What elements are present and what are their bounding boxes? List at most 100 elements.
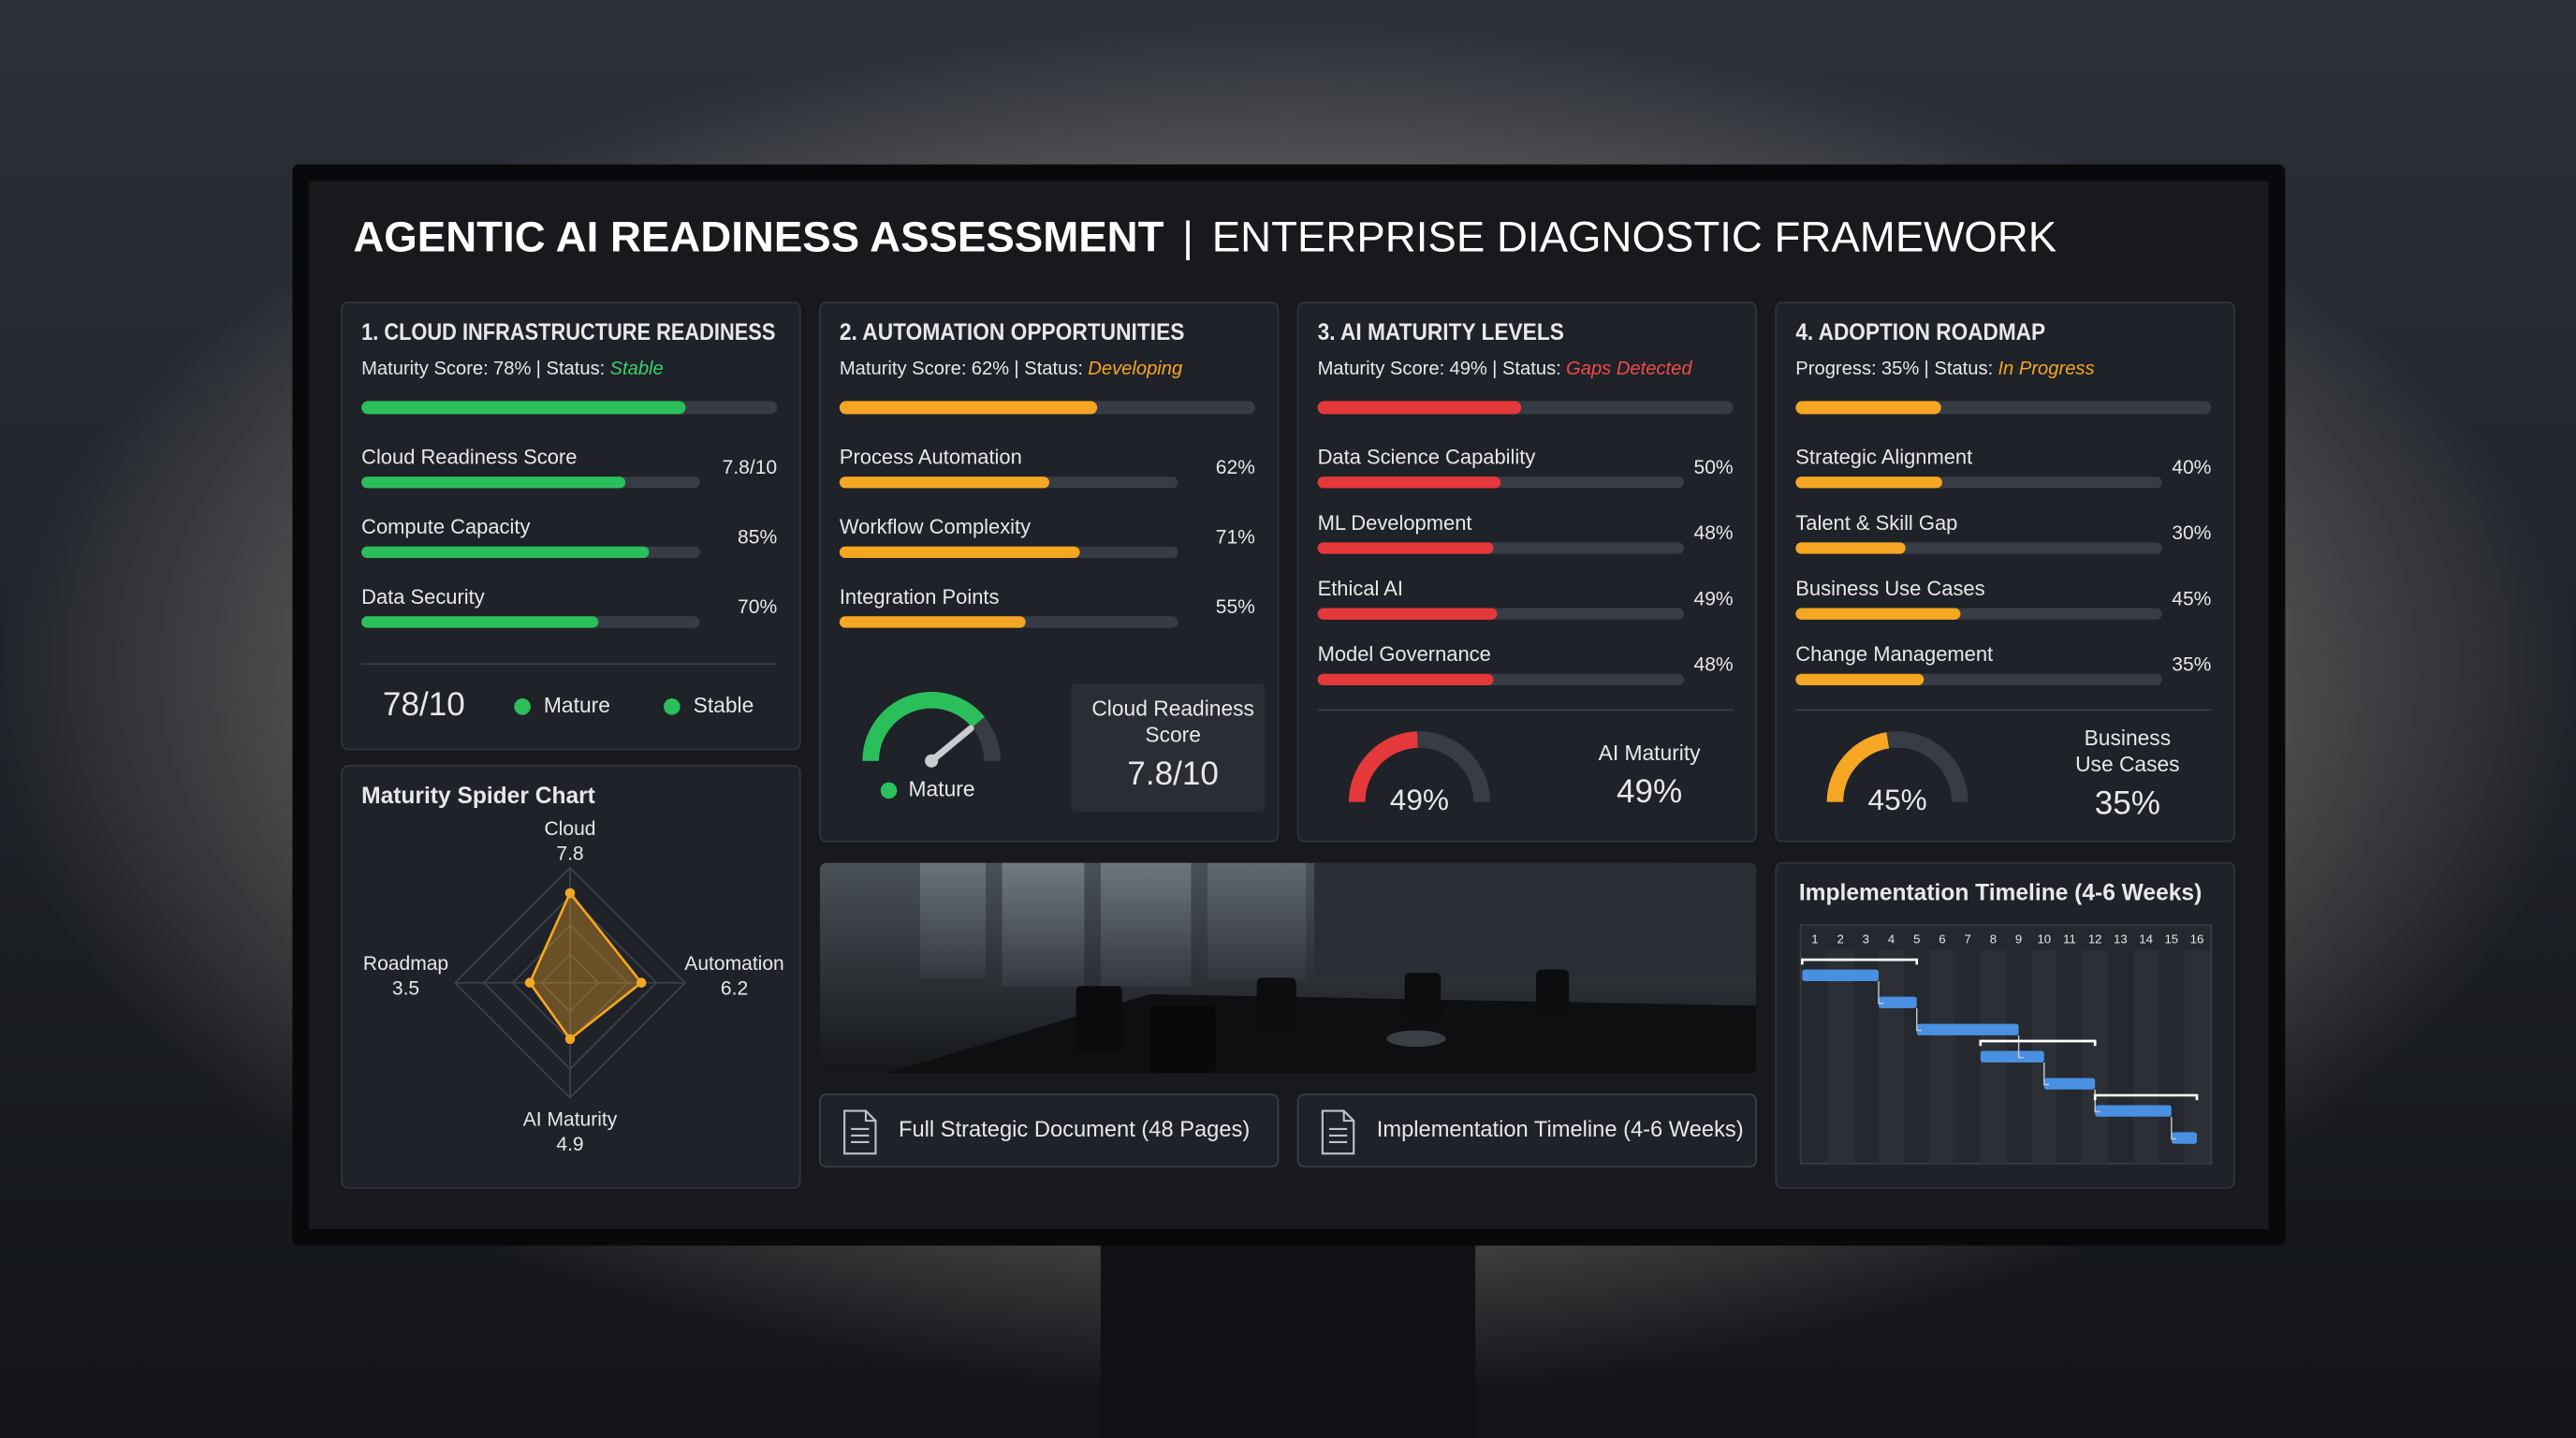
badge-dot — [664, 698, 681, 715]
timeline-week: 6 — [1939, 932, 1945, 946]
task-connector — [1916, 1007, 1923, 1032]
metric-bar — [839, 477, 1050, 489]
status-status-prefix: | Status: — [1925, 359, 1994, 379]
metric-name: Business Use Cases — [1795, 577, 1984, 600]
metric-bar — [1317, 477, 1501, 489]
timeline-task — [2095, 1105, 2172, 1117]
timeline-week: 12 — [2088, 932, 2102, 946]
status-line: Maturity Score: 78% | Status: Stable — [361, 359, 664, 379]
status-line: Maturity Score: 49% | Status: Gaps Detected — [1318, 359, 1693, 379]
card-title: 2. AUTOMATION OPPORTUNITIES — [840, 320, 1185, 345]
timeline-task — [1916, 1023, 2019, 1035]
timeline-week: 13 — [2114, 932, 2128, 946]
status-status: In Progress — [1998, 359, 2094, 379]
metric-value: 35% — [2172, 654, 2211, 676]
timeline-task — [2043, 1078, 2096, 1090]
metric-value: 48% — [1694, 654, 1734, 676]
spider-point — [636, 977, 647, 988]
timeline-week: 2 — [1837, 932, 1843, 946]
status-score-prefix: Maturity Score: — [1318, 359, 1445, 379]
side-value: 35% — [2095, 785, 2160, 821]
metric-bar — [839, 616, 1026, 628]
timeline-phase — [2093, 1093, 2199, 1101]
status-score-prefix: Maturity Score: — [361, 359, 489, 379]
metric-bar — [1795, 477, 1942, 489]
timeline-phase — [1801, 958, 1919, 965]
metric-name: Integration Points — [840, 585, 1000, 609]
task-connector — [2171, 1116, 2177, 1140]
metric-bar — [839, 546, 1080, 558]
spider-value: 3.5 — [392, 977, 419, 999]
spider-label: Cloud — [545, 818, 596, 840]
metric-bar — [1795, 608, 1961, 620]
spider-point — [524, 977, 535, 988]
spider-value: 4.9 — [556, 1134, 583, 1155]
metric-value: 62% — [1216, 457, 1255, 478]
gauge-arc — [1826, 732, 1890, 802]
title-subtitle: ENTERPRISE DIAGNOSTIC FRAMEWORK — [1212, 213, 2056, 260]
timeline-task — [1980, 1050, 2044, 1063]
metric-value: 50% — [1694, 457, 1734, 478]
document-icon — [1321, 1109, 1355, 1155]
status-status: Gaps Detected — [1566, 359, 1692, 379]
spider-label: Roadmap — [363, 953, 448, 975]
timeline-task — [1802, 969, 1879, 981]
gauge-arc — [862, 692, 985, 762]
progress-bar — [839, 401, 1098, 415]
metric-value: 71% — [1216, 527, 1255, 549]
timeline-phase — [1979, 1039, 2097, 1047]
metric-bar — [361, 616, 599, 628]
timeline-column — [1827, 949, 1853, 1164]
timeline-week: 9 — [2015, 932, 2022, 946]
monitor-stand — [1100, 1232, 1476, 1438]
button-label: Implementation Timeline (4-6 Weeks) — [1377, 1118, 1744, 1142]
document-button[interactable]: Implementation Timeline (4-6 Weeks) — [1296, 1093, 1758, 1168]
metric-name: Strategic Alignment — [1795, 446, 1972, 469]
status-status: Stable — [610, 359, 664, 379]
metric-value: 40% — [2172, 457, 2211, 478]
document-icon — [843, 1109, 877, 1155]
button-frame — [1296, 1093, 1758, 1168]
gauge-needle — [928, 725, 974, 765]
spider-label: Automation — [684, 953, 783, 975]
progress-bar — [1795, 401, 1941, 415]
timeline-week: 3 — [1863, 932, 1869, 946]
timeline-week: 4 — [1888, 932, 1895, 946]
spider-point — [564, 888, 576, 899]
timeline-week: 16 — [2190, 932, 2204, 946]
task-connector — [2043, 1062, 2050, 1086]
metric-bar — [1317, 673, 1494, 686]
metric-value: 48% — [1694, 522, 1734, 544]
timeline-column — [1878, 949, 1905, 1164]
gauge-arc — [1348, 731, 1418, 802]
metric-value: 45% — [2172, 588, 2211, 609]
spider-value: 6.2 — [721, 977, 748, 999]
timeline-week: 11 — [2063, 932, 2076, 946]
metric-value: 49% — [1694, 588, 1734, 609]
metric-name: Cloud Readiness Score — [361, 446, 577, 469]
legend-label: Mature — [909, 776, 975, 800]
document-button[interactable]: Full Strategic Document (48 Pages) — [818, 1093, 1280, 1168]
side-label: Use Cases — [2075, 752, 2180, 776]
timeline-task — [1878, 996, 1917, 1008]
status-score-label: 78% — [493, 359, 531, 379]
timeline-week: 15 — [2164, 932, 2178, 946]
timeline-column — [2082, 949, 2108, 1164]
status-line: Maturity Score: 62% | Status: Developing — [840, 359, 1183, 379]
metric-value: 7.8/10 — [723, 457, 778, 478]
gauge-label: 49% — [1390, 783, 1449, 816]
button-label: Full Strategic Document (48 Pages) — [899, 1118, 1250, 1142]
metric-value: 30% — [2172, 522, 2211, 544]
badge-label: Stable — [694, 693, 754, 717]
badge-label: Mature — [544, 693, 610, 717]
score-box-label: Score — [1145, 722, 1201, 746]
metric-bar — [361, 546, 650, 558]
metric-name: Workflow Complexity — [840, 515, 1031, 538]
footer-score: 78/10 — [383, 686, 465, 723]
timeline-week: 5 — [1913, 932, 1920, 946]
timeline-week: 14 — [2139, 932, 2153, 946]
card — [1296, 301, 1758, 843]
timeline-column — [2184, 949, 2210, 1164]
side-value: 49% — [1617, 773, 1682, 810]
